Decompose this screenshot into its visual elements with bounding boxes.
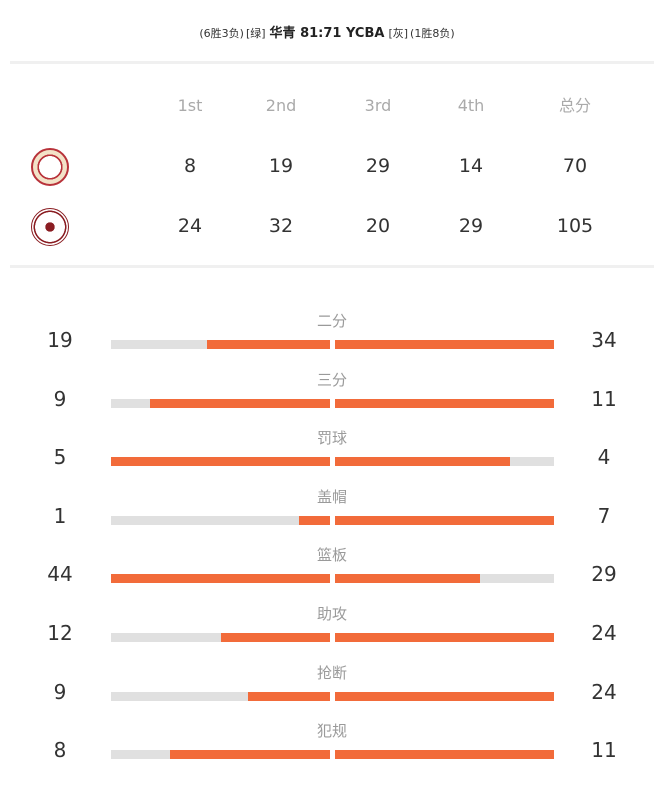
stat-row: 三分 9 11 (0, 369, 654, 427)
stat-row: 二分 19 34 (0, 310, 654, 368)
stat-left-bar-fill (111, 457, 330, 467)
stat-label: 三分 (316, 370, 347, 389)
right-team-record: (1胜8负) (410, 27, 455, 40)
stat-row: 罚球 5 4 (0, 427, 654, 485)
game-score-title: 华青 81:71 YCBA (269, 26, 385, 41)
stat-right-bar-fill (335, 398, 554, 408)
stat-label: 犯规 (316, 722, 347, 741)
stat-left-bar (111, 633, 330, 642)
stat-row: 篮板 44 29 (0, 544, 654, 602)
column-header-q1: 1st (177, 96, 203, 115)
stat-label: 二分 (316, 312, 347, 330)
stat-left-value: 8 (53, 738, 67, 763)
stat-right-bar-fill (335, 574, 480, 584)
stat-right-bar-fill (335, 691, 554, 701)
stat-left-bar-fill (299, 515, 330, 525)
column-header-q2: 2nd (265, 96, 297, 115)
stat-left-bar (111, 340, 330, 349)
team-a-q2: 19 (268, 155, 294, 177)
stat-right-bar (335, 574, 554, 584)
team-a-q1: 8 (183, 155, 197, 177)
stat-label: 抢断 (316, 663, 347, 682)
team-a-q3: 29 (365, 155, 391, 177)
stat-right-value: 24 (591, 621, 617, 645)
stat-row: 犯规 8 11 (0, 720, 654, 778)
team-b-q4: 29 (458, 215, 484, 237)
team-b-total: 105 (556, 215, 594, 237)
stat-left-value: 9 (53, 386, 67, 411)
stat-right-value: 7 (597, 503, 611, 528)
team-b-score-row: 24 32 20 29 105 (0, 206, 654, 246)
stat-right-bar (335, 398, 554, 408)
score-table-header: 1st 2nd 3rd 4th 总分 (0, 86, 654, 126)
stat-row: 助攻 12 24 (0, 603, 654, 661)
team-a-score-row: 8 19 29 14 70 (0, 146, 654, 186)
stat-left-value: 5 (53, 445, 67, 470)
column-header-q4: 4th (457, 96, 485, 115)
stat-left-value: 9 (53, 679, 67, 704)
team-b-logo (31, 208, 69, 246)
top-divider (10, 61, 654, 64)
stat-right-bar-fill (335, 457, 511, 467)
stat-left-bar-fill (150, 398, 330, 408)
stat-left-value: 12 (47, 621, 73, 645)
stat-left-bar-fill (207, 340, 330, 349)
team-a-logo (31, 148, 69, 186)
game-header: (6胜3负) [绿] 华青 81:71 YCBA [灰] (1胜8负) (0, 22, 654, 46)
stat-left-bar-fill (111, 574, 330, 584)
team-b-q2: 32 (268, 215, 294, 237)
stat-left-bar-fill (247, 691, 330, 701)
left-team-record: (6胜3负) (199, 27, 244, 40)
stat-row: 抢断 9 24 (0, 662, 654, 720)
stat-label: 盖帽 (316, 487, 347, 506)
stat-right-bar (335, 515, 554, 525)
column-header-total: 总分 (558, 96, 592, 115)
middle-divider (10, 265, 654, 268)
stat-right-value: 11 (591, 386, 617, 411)
stat-left-bar-fill (220, 633, 330, 642)
stat-left-value: 1 (53, 503, 67, 528)
stat-right-bar-fill (335, 750, 554, 760)
column-header-q3: 3rd (364, 96, 392, 115)
stat-left-value: 44 (47, 562, 73, 587)
left-team-color: [绿] (245, 27, 266, 40)
stat-left-bar (111, 750, 330, 760)
stat-right-bar-fill (335, 633, 554, 642)
team-a-total: 70 (562, 155, 588, 177)
stat-left-bar (111, 691, 330, 701)
stat-left-bar-fill (170, 750, 330, 760)
stat-label: 篮板 (316, 546, 347, 565)
stat-right-value: 29 (591, 562, 617, 587)
stat-row: 盖帽 1 7 (0, 486, 654, 544)
stat-right-value: 11 (591, 738, 617, 763)
stat-right-value: 24 (591, 679, 617, 704)
stat-right-value: 4 (597, 445, 611, 470)
stat-right-value: 34 (591, 328, 617, 352)
stat-left-bar (111, 398, 330, 408)
stat-left-bar (111, 515, 330, 525)
team-a-q4: 14 (458, 155, 484, 177)
stat-right-bar-fill (335, 340, 554, 349)
stat-label: 助攻 (316, 605, 347, 623)
stat-right-bar (335, 457, 554, 467)
team-b-q3: 20 (365, 215, 391, 237)
stat-label: 罚球 (316, 429, 347, 448)
right-team-color: [灰] (388, 27, 409, 40)
stat-right-bar-fill (335, 515, 554, 525)
stat-left-value: 19 (47, 328, 73, 352)
team-b-q1: 24 (177, 215, 203, 237)
stat-right-bar (335, 691, 554, 701)
stat-right-bar (335, 633, 554, 642)
stat-left-bar (111, 457, 330, 467)
stat-right-bar (335, 750, 554, 760)
stat-right-bar (335, 340, 554, 349)
stat-left-bar (111, 574, 330, 584)
